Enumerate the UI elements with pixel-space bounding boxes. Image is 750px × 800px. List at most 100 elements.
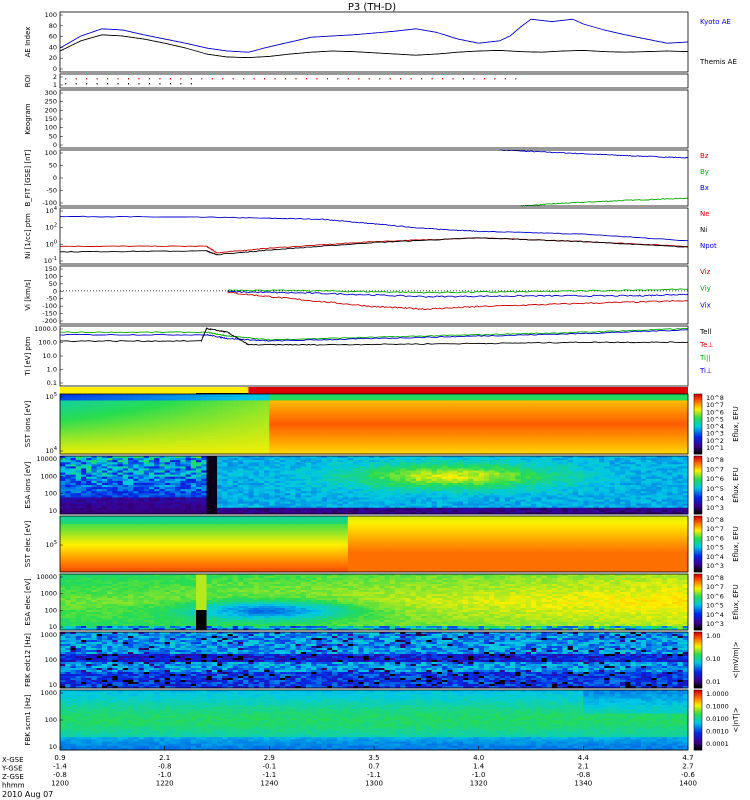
legend-entry: Te⊥ [699, 341, 714, 349]
roi-flag [494, 78, 495, 80]
roi-flag [128, 83, 129, 85]
legend-entry: Kyoto AE [700, 18, 731, 26]
panel-velocity: Vi [km/s]VizViyVix150100500-50-100-150-2… [24, 265, 711, 325]
ytick-label: 20 [49, 54, 57, 62]
ytick-label: 105 [46, 392, 57, 401]
legend-entry: Themis AE [699, 58, 737, 66]
roi-flag [411, 78, 412, 80]
panel-esa_ion: ESA ions [eV]10^810^710^610^510^410^3Efl… [24, 455, 740, 515]
series-viy [228, 289, 689, 293]
legend-entry: Viy [700, 285, 711, 293]
roi-flag [65, 83, 66, 85]
ytick-label: 104 [46, 446, 57, 455]
ylabel-sst_ion: SST ions [eV] [24, 400, 32, 447]
ylabel-ae: AE Index [24, 27, 32, 58]
roi-flag [306, 78, 307, 80]
ytick-label: 300 [45, 89, 57, 97]
roi-flag [180, 78, 181, 80]
ytick-exponent: -1 [52, 256, 57, 262]
ytick-label: 150 [45, 115, 57, 123]
roi-flag [337, 78, 338, 80]
legend-entry: Ti|| [699, 354, 711, 362]
roi-flag [515, 78, 516, 80]
series-kyotoae [60, 19, 688, 52]
roi-flag [139, 78, 140, 80]
ytick-label: 102 [46, 223, 57, 232]
colorbar-tick: 10^1 [706, 444, 724, 452]
spectrogram-cells-esa_ion [60, 456, 688, 514]
ytick-label: 100 [46, 239, 57, 248]
roi-flag [118, 78, 119, 80]
ylabel-velocity: Vi [km/s] [24, 279, 32, 310]
panel-frame-bfit [60, 150, 688, 206]
roi-flag [159, 83, 160, 85]
ytick-label: 0 [53, 174, 57, 182]
ytick-label: 250 [45, 98, 57, 106]
roi-flag [505, 78, 506, 80]
roi-flag [421, 78, 422, 80]
ylabel-esa_ion: ESA ions [eV] [24, 461, 32, 508]
ytick-label: -50 [46, 187, 57, 195]
panel-frame-ae [60, 12, 688, 72]
ytick-label: 50 [49, 132, 57, 140]
ytick-label: 1.0 [47, 366, 57, 374]
roi-flag [264, 78, 265, 80]
legend-entry: Tell [699, 328, 711, 336]
series-themisae [60, 35, 688, 58]
mode-bar-slow [60, 387, 248, 394]
roi-flag [97, 78, 98, 80]
ytick-label: 100 [45, 124, 57, 132]
series-by [521, 198, 689, 206]
colorbar-label: Eflux, EFU [732, 406, 740, 441]
roi-flag [191, 83, 192, 85]
ytick-label: 2 [53, 73, 57, 81]
ytick-label: 0 [53, 65, 57, 73]
panel-frame-keogram [60, 90, 688, 148]
roi-flag [212, 78, 213, 80]
roi-flag [76, 78, 77, 80]
roi-flag [107, 83, 108, 85]
ytick-label: 50 [49, 162, 57, 170]
roi-flag [97, 83, 98, 85]
roi-flag [296, 78, 297, 80]
roi-flag [369, 78, 370, 80]
roi-flag [139, 83, 140, 85]
roi-flag [128, 78, 129, 80]
ytick-label: 10-1 [44, 256, 57, 265]
ylabel-density: Ni [1/cc] ptm [24, 213, 32, 259]
ytick-label: 80 [49, 22, 57, 30]
ylabel-bfit: B_FIT [GSE] [nT] [24, 149, 32, 206]
legend-entry: Ni [700, 226, 707, 234]
legend-entry: Npot [700, 242, 717, 250]
roi-flag [159, 78, 160, 80]
roi-flag [233, 78, 234, 80]
legend-entry: Ti⊥ [699, 367, 712, 375]
ytick-label: 1000.0 [34, 325, 57, 333]
ytick-label: 104 [46, 206, 57, 215]
legend-entry: By [700, 168, 709, 176]
roi-flag [149, 83, 150, 85]
legend-entry: Bz [700, 152, 709, 160]
ytick-exponent: 4 [54, 206, 57, 212]
series-npot [60, 216, 688, 241]
roi-flag [442, 78, 443, 80]
plot-title: P3 (TH-D) [348, 2, 396, 13]
panel-frame-density [60, 208, 688, 264]
roi-flag [400, 78, 401, 80]
roi-flag [254, 78, 255, 80]
ytick-label: 60 [49, 33, 57, 41]
ytick-label: 40 [49, 43, 57, 51]
roi-flag [86, 83, 87, 85]
ylabel-roi: ROI [24, 75, 32, 87]
legend-entry: Bx [700, 184, 709, 192]
roi-flag [379, 78, 380, 80]
ytick-exponent: 4 [54, 446, 57, 452]
ytick-label: 100 [45, 11, 57, 19]
panel-sst_ion: SST ions [eV] 10^810^710^610^510^410^310^… [24, 392, 740, 455]
roi-flag [484, 78, 485, 80]
roi-flag [170, 78, 171, 80]
ytick-label: 0 [53, 141, 57, 149]
